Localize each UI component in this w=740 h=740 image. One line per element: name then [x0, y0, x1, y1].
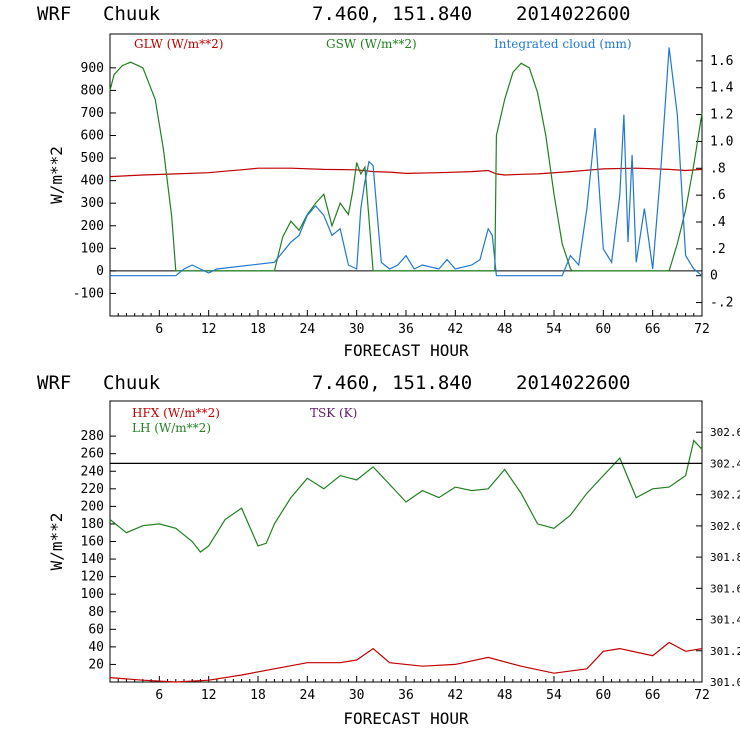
x-tick-label: 54 — [546, 322, 562, 337]
x-tick-label: 36 — [398, 688, 414, 703]
y-tick-label: 100 — [81, 241, 104, 256]
series-line-1-1 — [109, 167, 703, 178]
y-tick-label: 220 — [81, 482, 104, 497]
x-tick-label: 42 — [448, 688, 464, 703]
x-tick-label: 30 — [349, 322, 365, 337]
y-tick-label: 600 — [81, 129, 104, 144]
x-tick-label: 48 — [497, 322, 513, 337]
panel-2: WRF Chuuk 7.460, 151.840 2014022600 6 12 18 24 3… — [37, 372, 740, 728]
y-tick-label: 500 — [81, 151, 104, 166]
x-tick-label: 18 — [250, 322, 266, 337]
x-tick-label: 54 — [546, 688, 562, 703]
y2-tick-label: 302.6 — [710, 426, 740, 439]
y-axis-label: W/m**2 — [47, 146, 66, 204]
y-tick-label: 140 — [81, 552, 104, 567]
y-tick-label: 120 — [81, 570, 104, 585]
y2-tick-label: 0 — [710, 269, 718, 284]
y2-tick-label: 301.6 — [710, 582, 740, 595]
x-tick-label: 12 — [201, 688, 217, 703]
y2-tick-label: 1.0 — [710, 134, 733, 149]
x-tick-label: 30 — [349, 688, 365, 703]
legend-entry: GSW (W/m**2) — [326, 37, 417, 51]
y-tick-label: 900 — [81, 61, 104, 76]
legend-entry: GLW (W/m**2) — [134, 37, 223, 51]
y-tick-label: 160 — [81, 535, 104, 550]
x-tick-label: 60 — [596, 688, 612, 703]
x-tick-label: 12 — [201, 322, 217, 337]
y-tick-label: 180 — [81, 517, 104, 532]
y-tick-label: 240 — [81, 464, 104, 479]
y2-tick-label: 301.2 — [710, 645, 740, 658]
y2-tick-label: 1.4 — [710, 81, 734, 96]
legend-entry: LH (W/m**2) — [132, 421, 211, 435]
header-model: WRF — [37, 3, 71, 25]
x-tick-label: 60 — [596, 322, 612, 337]
x-axis-label: FORECAST HOUR — [343, 341, 469, 360]
x-tick-label: 6 — [155, 688, 163, 703]
y-tick-label: 20 — [88, 657, 104, 672]
header-model: WRF — [37, 372, 71, 394]
x-tick-label: 72 — [694, 688, 710, 703]
series-line-2-1 — [109, 641, 703, 683]
x-tick-label: 6 — [155, 322, 163, 337]
legend-entry: HFX (W/m**2) — [132, 406, 220, 420]
y-tick-label: 100 — [81, 587, 104, 602]
x-tick-label: 24 — [300, 688, 316, 703]
y2-tick-label: 301.4 — [710, 614, 740, 627]
x-tick-label: 72 — [694, 322, 710, 337]
header-station: Chuuk — [103, 3, 161, 25]
y2-tick-label: .8 — [710, 161, 726, 176]
series-line-2-2 — [109, 439, 703, 553]
plot-frame — [109, 33, 703, 317]
panel-1: WRF Chuuk 7.460, 151.840 2014022600 6 12 18 24 3… — [37, 3, 734, 360]
x-tick-label: 66 — [645, 688, 661, 703]
legend-entry: TSK (K) — [310, 406, 357, 420]
legend-entry: Integrated cloud (mm) — [494, 37, 632, 51]
y2-tick-label: 1.2 — [710, 108, 733, 123]
series-line-1-3 — [110, 47, 703, 277]
x-tick-label: 36 — [398, 322, 414, 337]
header-coords: 7.460, 151.840 — [312, 372, 472, 394]
y-tick-label: 40 — [88, 640, 104, 655]
y2-tick-label: 1.6 — [710, 54, 733, 69]
y2-tick-label: -.2 — [710, 296, 733, 311]
y2-tick-label: .6 — [710, 188, 726, 203]
y-tick-label: 60 — [88, 622, 104, 637]
y2-tick-label: 302.2 — [710, 489, 740, 502]
y2-tick-label: .2 — [710, 242, 726, 257]
y-tick-label: 0 — [96, 264, 104, 279]
y2-tick-label: 301.0 — [710, 676, 740, 689]
y-tick-label: 80 — [88, 605, 104, 620]
y2-tick-label: 302.0 — [710, 520, 740, 533]
header-date: 2014022600 — [516, 3, 630, 25]
plot-frame — [109, 400, 703, 683]
x-tick-label: 42 — [448, 322, 464, 337]
y-tick-label: 300 — [81, 196, 104, 211]
x-axis-label: FORECAST HOUR — [343, 709, 469, 728]
x-tick-label: 18 — [250, 688, 266, 703]
y-tick-label: 800 — [81, 83, 104, 98]
x-tick-label: 24 — [300, 322, 316, 337]
y2-tick-label: 302.4 — [710, 457, 740, 470]
y2-tick-label: .4 — [710, 215, 726, 230]
x-tick-label: 48 — [497, 688, 513, 703]
series-line-1-2 — [109, 61, 703, 272]
x-tick-label: 66 — [645, 322, 661, 337]
y-tick-label: 260 — [81, 447, 104, 462]
header-coords: 7.460, 151.840 — [312, 3, 472, 25]
header-station: Chuuk — [103, 372, 161, 394]
y-tick-label: 700 — [81, 106, 104, 121]
y-tick-label: -100 — [73, 286, 104, 301]
y-axis-label: W/m**2 — [47, 513, 66, 571]
y2-tick-label: 301.8 — [710, 551, 740, 564]
y-tick-label: 200 — [81, 219, 104, 234]
y-tick-label: 280 — [81, 429, 104, 444]
y-tick-label: 400 — [81, 174, 104, 189]
y-tick-label: 200 — [81, 499, 104, 514]
header-date: 2014022600 — [516, 372, 630, 394]
